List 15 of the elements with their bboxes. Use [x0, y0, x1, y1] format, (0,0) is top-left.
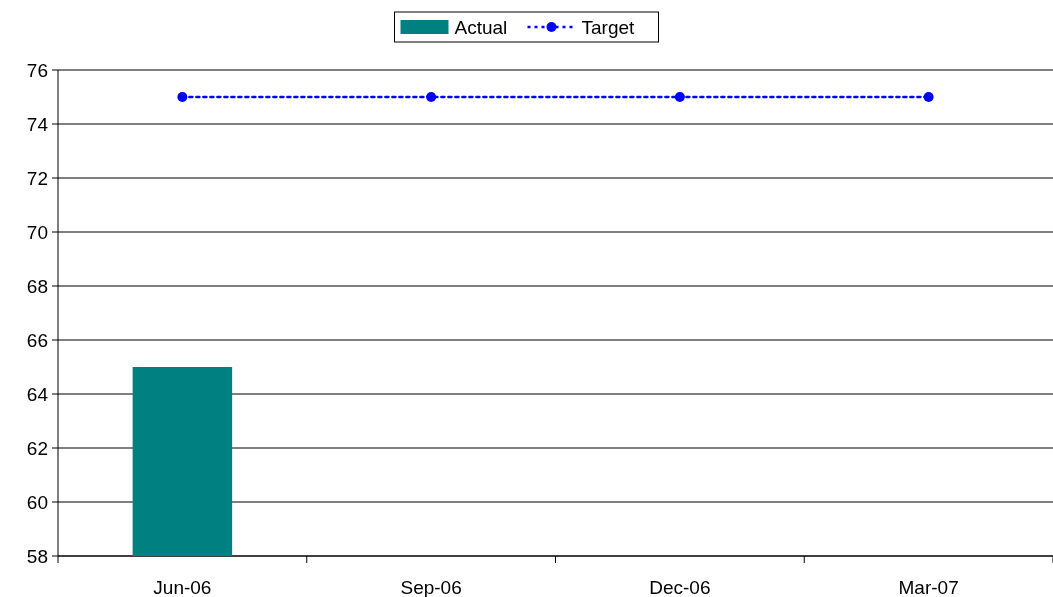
- y-tick-label: 76: [26, 59, 48, 81]
- y-tick-label: 72: [26, 167, 48, 189]
- y-tick-label: 66: [26, 329, 48, 351]
- x-tick-label: Dec-06: [649, 577, 711, 597]
- y-tick-label: 58: [26, 545, 48, 567]
- y-tick-label: 74: [26, 113, 49, 135]
- y-tick-label: 68: [26, 275, 48, 297]
- legend-label: Actual: [454, 16, 508, 38]
- x-tick-label: Jun-06: [153, 577, 212, 597]
- legend-label: Target: [581, 16, 636, 38]
- y-tick-label: 70: [26, 221, 48, 243]
- y-tick-label: 60: [26, 491, 48, 513]
- y-tick-label: 64: [26, 383, 49, 405]
- x-tick-label: Mar-07: [898, 577, 959, 597]
- y-tick-label: 62: [26, 437, 48, 459]
